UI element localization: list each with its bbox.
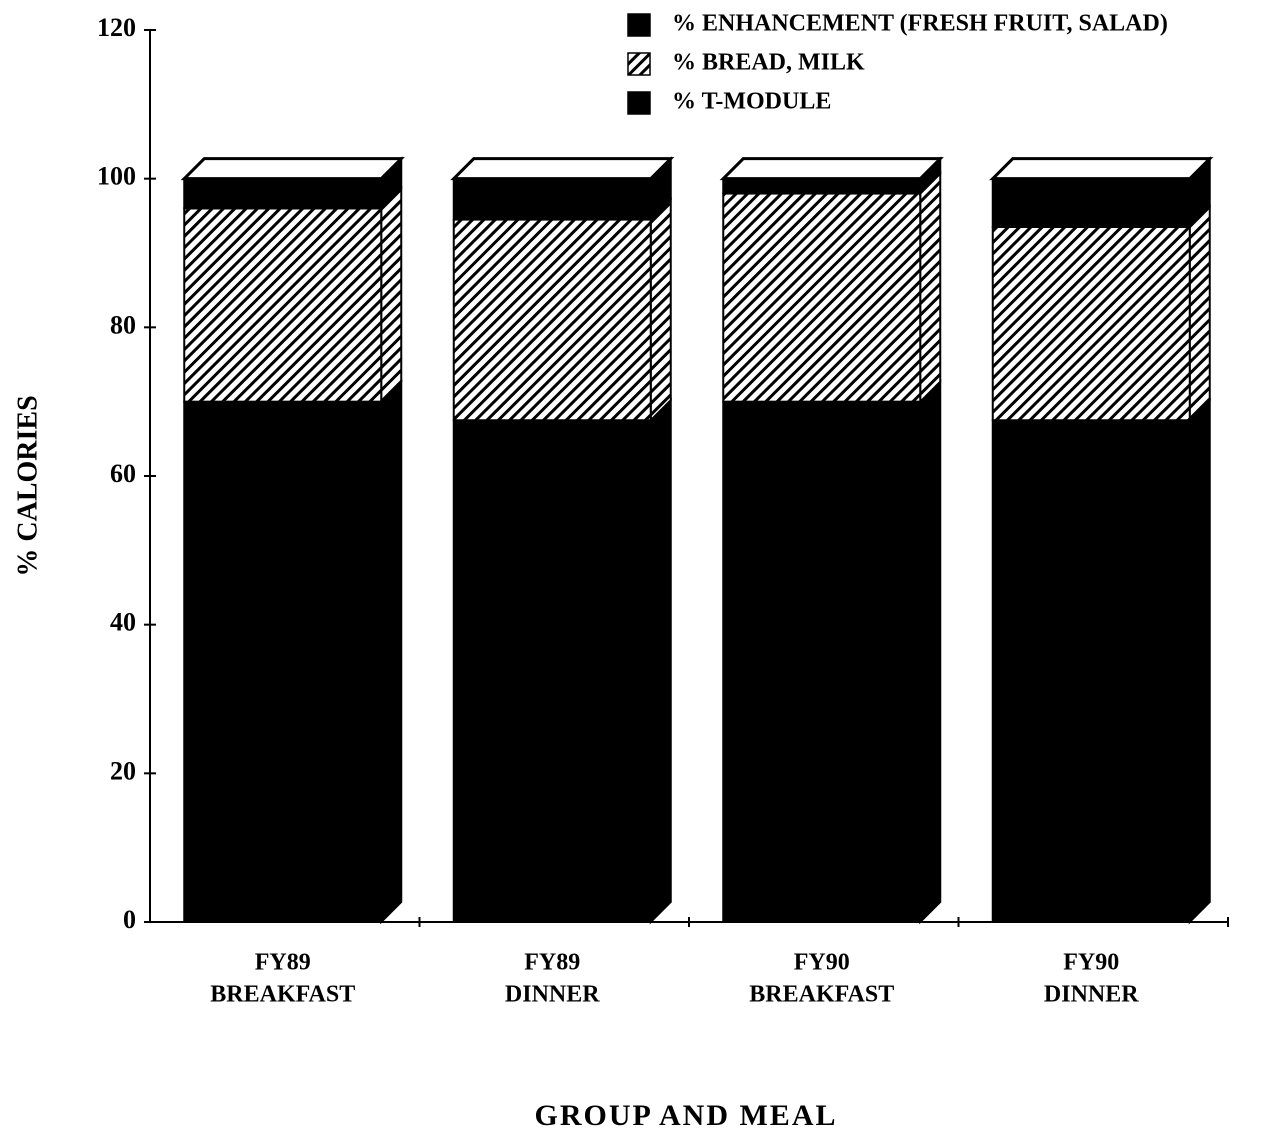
- legend-swatch: [627, 52, 651, 76]
- y-tick-label: 100: [97, 162, 136, 191]
- bar-segment: [452, 419, 652, 923]
- x-tick-label: DINNER: [1044, 982, 1139, 1008]
- bar-segment: [991, 177, 1191, 228]
- x-tick-label: FY90: [1063, 950, 1119, 976]
- bar-segment: [452, 218, 652, 422]
- legend-label: % ENHANCEMENT (FRESH FRUIT, SALAD): [672, 11, 1168, 37]
- bar-side: [919, 379, 942, 925]
- y-tick-label: 120: [97, 13, 136, 42]
- bar-side: [380, 185, 403, 405]
- bar-segment: [452, 177, 652, 221]
- y-tick-label: 40: [110, 608, 136, 637]
- bar-side: [380, 379, 403, 925]
- y-tick-label: 80: [110, 310, 136, 339]
- x-tick-label: FY89: [524, 950, 580, 976]
- bar-segment: [183, 177, 383, 210]
- bar-top: [989, 157, 1214, 181]
- bar-top: [180, 157, 405, 181]
- legend-label: % BREAD, MILK: [672, 50, 865, 76]
- bar-side: [1188, 204, 1211, 423]
- bar-segment: [183, 207, 383, 403]
- bar-segment: [183, 400, 383, 923]
- bar-segment: [991, 225, 1191, 422]
- bar-segment: [991, 419, 1191, 923]
- bar-side: [919, 171, 942, 405]
- bar-top: [450, 157, 675, 181]
- x-tick-label: BREAKFAST: [749, 982, 894, 1008]
- x-tick-label: BREAKFAST: [210, 982, 355, 1008]
- bar-side: [649, 397, 672, 925]
- bar-top: [719, 157, 944, 181]
- bar-segment: [722, 177, 922, 195]
- legend-label: % T-MODULE: [672, 89, 831, 115]
- bar-segment: [722, 400, 922, 923]
- x-tick-label: FY90: [794, 950, 850, 976]
- y-axis-label: % CALORIES: [12, 395, 43, 576]
- x-axis-label: GROUP AND MEAL: [534, 1099, 837, 1132]
- y-tick-label: 0: [123, 905, 136, 934]
- bar-segment: [722, 192, 922, 403]
- x-tick-label: FY89: [255, 950, 311, 976]
- y-tick-label: 20: [110, 756, 136, 785]
- bar-side: [1188, 397, 1211, 925]
- legend-swatch: [627, 13, 651, 37]
- y-tick-label: 60: [110, 459, 136, 488]
- bar-side: [649, 197, 672, 423]
- legend-swatch: [627, 91, 651, 115]
- x-tick-label: DINNER: [505, 982, 600, 1008]
